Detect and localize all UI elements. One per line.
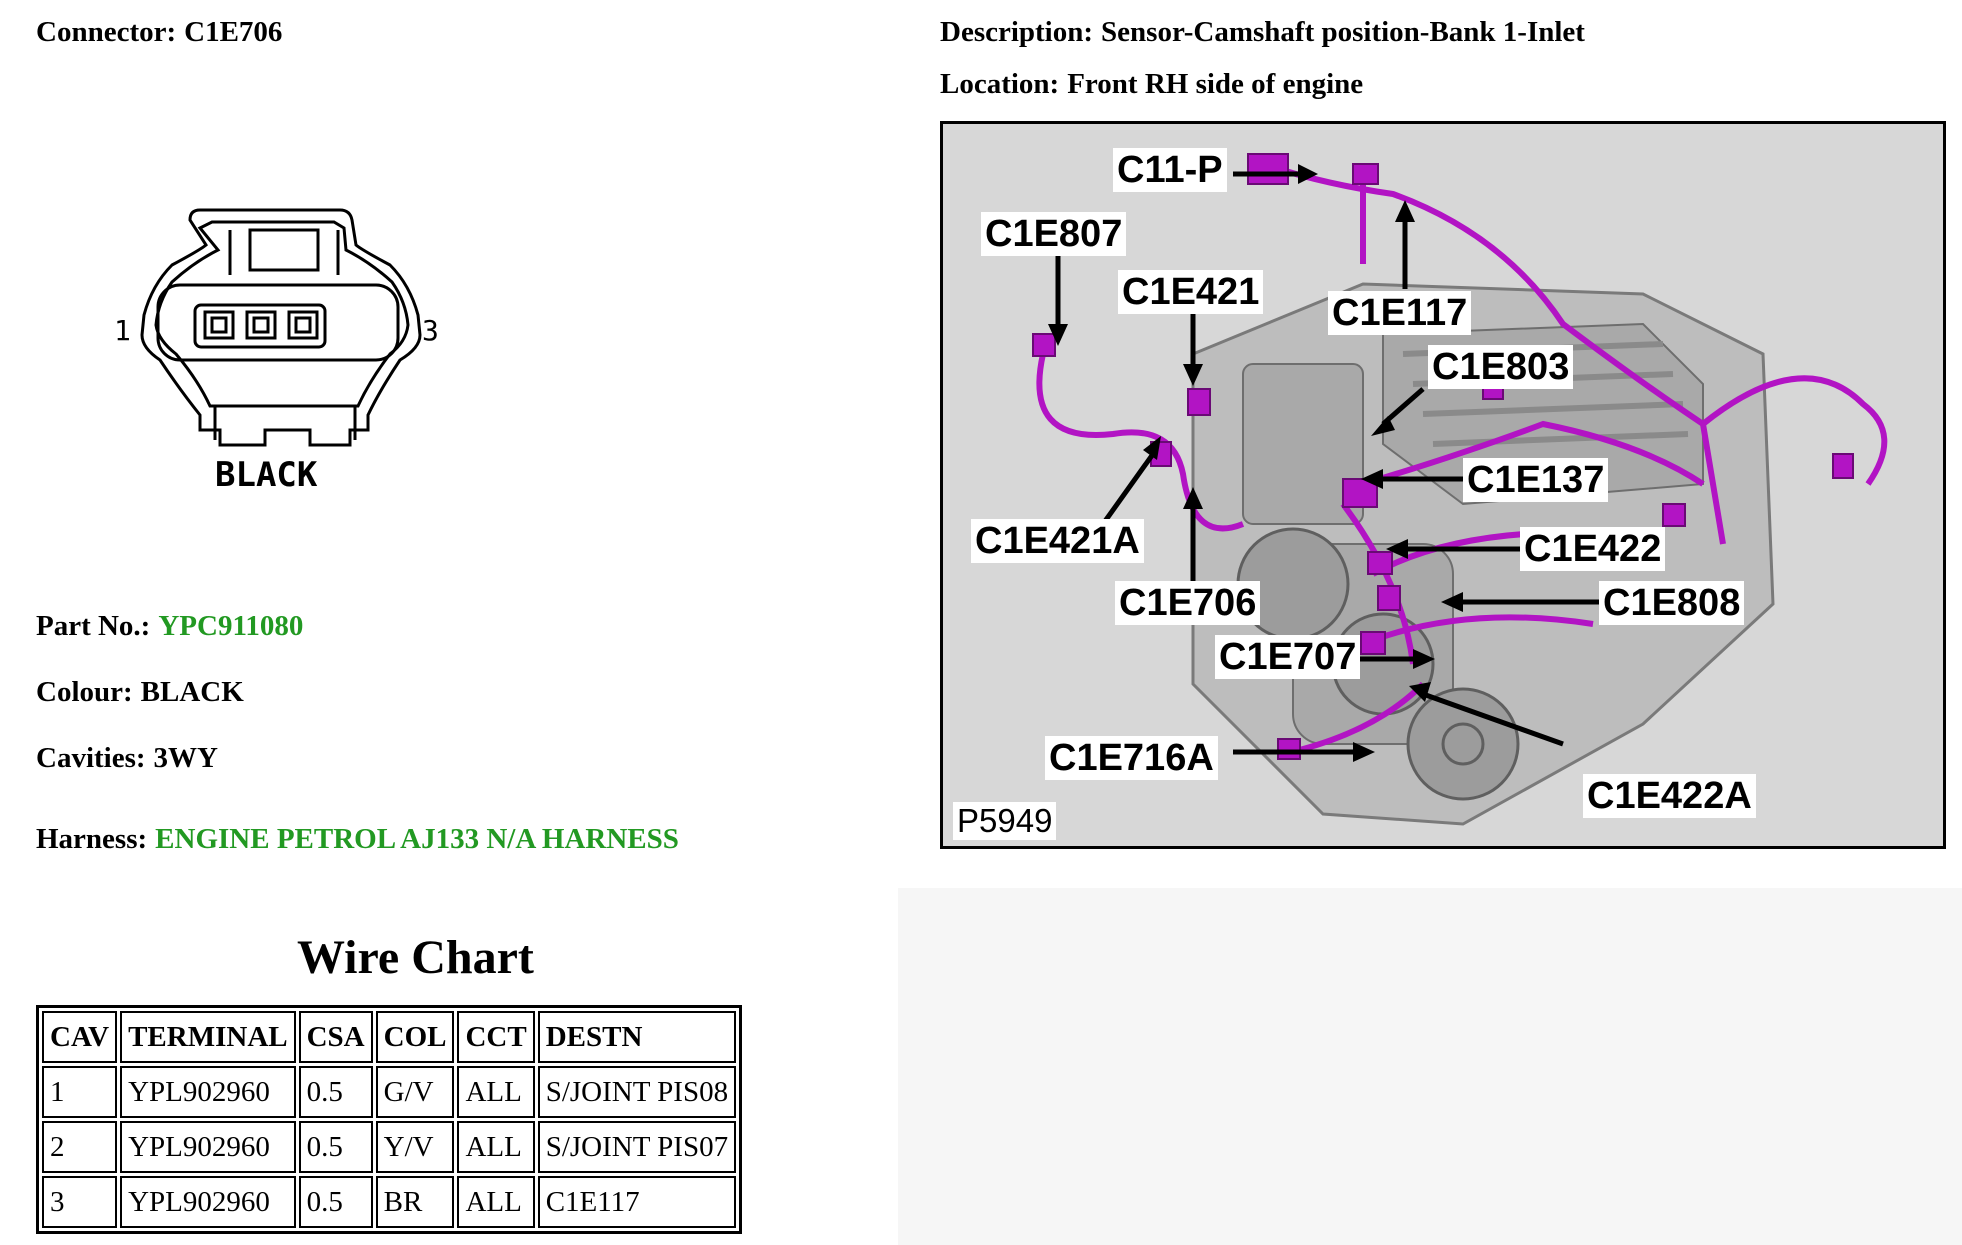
harness-link[interactable]: ENGINE PETROL AJ133 N/A HARNESS [155, 823, 679, 855]
cell-cav: 1 [42, 1066, 118, 1118]
header-cct: CCT [457, 1011, 535, 1063]
cavities-label: Cavities: [36, 742, 146, 774]
cell-csa: 0.5 [298, 1121, 373, 1173]
callout-c1e422: C1E422 [1520, 527, 1666, 571]
engine-location-figure: C11-P C1E807 C1E421 C1E117 C1E803 C1E137… [940, 121, 1946, 849]
callout-c1e707: C1E707 [1215, 635, 1361, 679]
connector-face-drawing: 1 3 BLACK [114, 208, 439, 495]
wire-chart-title: Wire Chart [297, 931, 534, 984]
header-terminal: TERMINAL [120, 1011, 296, 1063]
callout-c11-p: C11-P [1113, 148, 1227, 192]
part-no-link[interactable]: YPC911080 [158, 610, 304, 642]
callout-c1e807: C1E807 [981, 212, 1127, 256]
part-no-field: Part No.: YPC911080 [36, 610, 303, 643]
cell-csa: 0.5 [298, 1176, 373, 1228]
table-row: 3 YPL902960 0.5 BR ALL C1E117 [42, 1176, 737, 1228]
cell-col: G/V [375, 1066, 455, 1118]
cell-destn: S/JOINT PIS07 [537, 1121, 737, 1173]
cavities-value: 3WY [153, 742, 218, 774]
cell-terminal: YPL902960 [120, 1121, 296, 1173]
callout-c1e421: C1E421 [1118, 270, 1264, 314]
cell-terminal: YPL902960 [120, 1066, 296, 1118]
harness-field: Harness: ENGINE PETROL AJ133 N/A HARNESS [36, 823, 679, 856]
table-row: 2 YPL902960 0.5 Y/V ALL S/JOINT PIS07 [42, 1121, 737, 1173]
callout-c1e422a: C1E422A [1583, 774, 1756, 818]
cell-col: Y/V [375, 1121, 455, 1173]
colour-field: Colour: BLACK [36, 676, 244, 709]
cell-col: BR [375, 1176, 455, 1228]
figure-id: P5949 [953, 802, 1057, 840]
table-header-row: CAV TERMINAL CSA COL CCT DESTN [42, 1011, 737, 1063]
colour-value: BLACK [140, 676, 244, 708]
cell-cav: 2 [42, 1121, 118, 1173]
cell-cct: ALL [457, 1121, 535, 1173]
empty-panel [898, 888, 1962, 1245]
cell-destn: C1E117 [537, 1176, 737, 1228]
location-field: Location: Front RH side of engine [940, 68, 1363, 101]
callout-c1e117: C1E117 [1328, 291, 1472, 335]
drawing-colour-label: BLACK [215, 455, 318, 495]
header-destn: DESTN [537, 1011, 737, 1063]
cell-csa: 0.5 [298, 1066, 373, 1118]
header-csa: CSA [298, 1011, 373, 1063]
connector-field: Connector: C1E706 [36, 16, 282, 49]
wire-chart-table: CAV TERMINAL CSA COL CCT DESTN 1 YPL9029… [36, 1005, 743, 1234]
pin-3-label: 3 [422, 314, 439, 347]
callout-c1e808: C1E808 [1599, 581, 1745, 625]
location-label: Location: [940, 68, 1060, 100]
cavities-field: Cavities: 3WY [36, 742, 218, 775]
cell-cav: 3 [42, 1176, 118, 1228]
cell-destn: S/JOINT PIS08 [537, 1066, 737, 1118]
connector-value: C1E706 [184, 16, 283, 48]
harness-label: Harness: [36, 823, 148, 855]
pin-1-label: 1 [114, 314, 131, 347]
header-col: COL [375, 1011, 455, 1063]
colour-label: Colour: [36, 676, 133, 708]
callout-c1e803: C1E803 [1428, 345, 1574, 389]
cell-cct: ALL [457, 1176, 535, 1228]
header-cav: CAV [42, 1011, 118, 1063]
cell-cct: ALL [457, 1066, 535, 1118]
callout-c1e421a: C1E421A [971, 519, 1144, 563]
connector-label: Connector: [36, 16, 177, 48]
description-field: Description: Sensor-Camshaft position-Ban… [940, 16, 1585, 49]
callout-c1e706: C1E706 [1115, 581, 1261, 625]
table-row: 1 YPL902960 0.5 G/V ALL S/JOINT PIS08 [42, 1066, 737, 1118]
description-value: Sensor-Camshaft position-Bank 1-Inlet [1101, 16, 1585, 48]
cell-terminal: YPL902960 [120, 1176, 296, 1228]
description-label: Description: [940, 16, 1094, 48]
location-value: Front RH side of engine [1067, 68, 1364, 100]
callout-c1e716a: C1E716A [1045, 736, 1218, 780]
part-no-label: Part No.: [36, 610, 151, 642]
callout-c1e137: C1E137 [1463, 458, 1609, 502]
